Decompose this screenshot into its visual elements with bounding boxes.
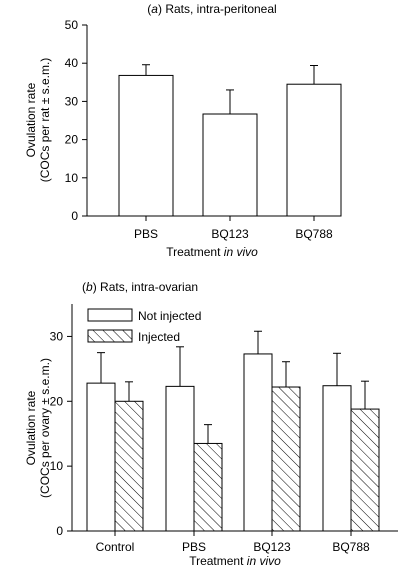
panel-a-ytick-label: 30 <box>65 94 79 108</box>
panel-b-bar-not-injected <box>243 353 273 532</box>
panel-b-bar-not-injected <box>86 382 116 532</box>
panel-a-xlabel-prefix: Treatment <box>166 245 224 259</box>
panel-b-bar-injected <box>271 386 301 532</box>
panel-b-ytick-label: 0 <box>56 524 63 538</box>
panel-b-ylabel-line2: (COCs per ovary ± s.e.m.) <box>38 358 52 498</box>
panel-a-xlabel: Treatment in vivo <box>166 245 258 259</box>
panel-b-title: (b) Rats, intra-ovarian <box>82 280 198 294</box>
panel-b-legend: Not injected Injected <box>87 308 201 344</box>
panel-a-ylabel-line2: (COCs per rat ± s.e.m.) <box>38 58 52 183</box>
panel-b-ylabel: Ovulation rate (COCs per ovary ± s.e.m.) <box>24 358 52 498</box>
panel-b-legend-label: Not injected <box>138 309 201 323</box>
panel-b-ytick-label: 20 <box>50 394 64 408</box>
panel-a-ytick-label: 40 <box>65 56 79 70</box>
panel-a-title-text: Rats, intra-peritoneal <box>165 2 276 16</box>
panel-b-xtick-label: PBS <box>182 540 206 554</box>
panel-b-bar-injected <box>350 408 380 532</box>
panel-b-bar-injected <box>114 400 144 532</box>
panel-a-xtick-label: PBS <box>134 227 158 241</box>
panel-a: (a) Rats, intra-peritoneal Ovulation rat… <box>24 2 342 259</box>
panel-b-bar-injected <box>193 442 223 532</box>
panel-b-bar-not-injected <box>165 385 195 532</box>
panel-b-xtick-label: Control <box>96 540 135 554</box>
panel-b-title-text: Rats, intra-ovarian <box>100 280 198 294</box>
panel-b-ylabel-line1: Ovulation rate <box>24 390 38 465</box>
panel-b-bar-not-injected <box>322 385 352 532</box>
panel-a-ytick-label: 10 <box>65 171 79 185</box>
panel-a-ytick-label: 20 <box>65 133 79 147</box>
panel-a-title: (a) Rats, intra-peritoneal <box>147 2 276 16</box>
panel-b-legend-swatch <box>87 329 133 343</box>
panel-a-bar <box>286 83 342 217</box>
panel-b-letter: b <box>86 280 93 294</box>
panel-b-ytick-label: 10 <box>50 459 64 473</box>
panel-b-xlabel: Treatment in vivo <box>189 554 281 568</box>
panel-a-bar <box>202 113 258 217</box>
panel-b: (b) Rats, intra-ovarian Ovulation rate (… <box>24 280 398 568</box>
panel-a-ylabel: Ovulation rate (COCs per rat ± s.e.m.) <box>24 58 52 183</box>
panel-a-ytick-label: 0 <box>71 209 78 223</box>
panel-a-xtick-label: BQ788 <box>295 227 333 241</box>
panel-b-legend-label: Injected <box>138 330 180 344</box>
panel-a-ylabel-line1: Ovulation rate <box>24 82 38 157</box>
panel-b-xlabel-italic: in vivo <box>247 554 281 568</box>
panel-b-ytick-label: 30 <box>50 329 64 343</box>
panel-b-xlabel-prefix: Treatment <box>189 554 247 568</box>
panel-b-legend-swatch <box>87 308 133 322</box>
panel-a-letter: a <box>151 2 158 16</box>
panel-a-bar <box>118 74 174 217</box>
panel-b-xtick-label: BQ123 <box>253 540 291 554</box>
panel-a-ytick-label: 50 <box>65 18 79 32</box>
panel-a-xlabel-italic: in vivo <box>224 245 258 259</box>
panel-a-xtick-label: BQ123 <box>211 227 249 241</box>
panel-b-xtick-label: BQ788 <box>332 540 370 554</box>
